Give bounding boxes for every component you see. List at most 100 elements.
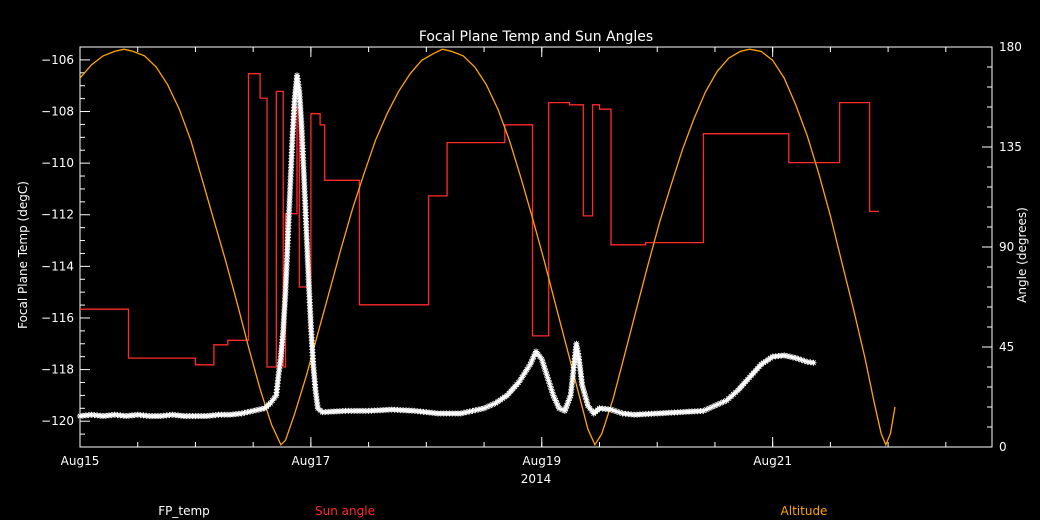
fp-temp-marker xyxy=(760,359,767,366)
fp-temp-marker xyxy=(298,124,305,130)
fp-temp-marker xyxy=(469,407,476,414)
fp-temp-marker xyxy=(565,397,572,404)
fp-temp-marker xyxy=(460,409,467,416)
fp-temp-marker xyxy=(297,111,304,118)
fp-temp-marker xyxy=(276,365,283,372)
fp-temp-marker xyxy=(286,192,293,199)
fp-temp-marker xyxy=(556,405,563,412)
fp-temp-marker xyxy=(275,368,282,375)
fp-temp-marker xyxy=(300,166,307,173)
fp-temp-marker xyxy=(781,352,788,359)
fp-temp-marker xyxy=(610,407,617,414)
fp-temp-marker xyxy=(284,252,291,259)
fp-temp-marker xyxy=(267,400,274,407)
fp-temp-marker xyxy=(544,374,551,381)
fp-temp-marker xyxy=(305,270,312,277)
fp-temp-marker xyxy=(304,242,311,249)
x-axis-label: 2014 xyxy=(521,472,552,486)
fp-temp-marker xyxy=(303,224,310,231)
fp-temp-marker xyxy=(294,75,301,82)
fp-temp-marker xyxy=(250,407,257,414)
fp-temp-marker xyxy=(301,194,308,201)
fp-temp-marker xyxy=(244,409,251,416)
fp-temp-marker xyxy=(807,359,814,366)
fp-temp-marker xyxy=(588,407,595,414)
fp-temp-marker xyxy=(288,149,295,156)
fp-temp-marker xyxy=(798,356,805,363)
fp-temp-marker xyxy=(285,228,292,235)
fp-temp-marker xyxy=(298,120,305,127)
fp-temp-marker xyxy=(530,353,537,360)
fp-temp-marker xyxy=(613,408,620,415)
legend-item: FP_temp xyxy=(158,504,210,518)
fp-temp-marker xyxy=(497,397,504,404)
fp-temp-marker xyxy=(300,157,307,164)
fp-temp-marker xyxy=(784,353,791,360)
axis-ticks: Aug15 Aug17 Aug19 Aug21 −106 −108 −110 −112 −114… xyxy=(41,40,1022,468)
fp-temp-marker xyxy=(299,151,306,158)
fp-temp-marker xyxy=(303,233,310,240)
fp-temp-marker xyxy=(283,258,290,265)
fp-temp-marker xyxy=(301,188,308,195)
fp-temp-marker xyxy=(303,221,310,228)
fp-temp-marker xyxy=(574,347,581,354)
fp-temp-marker xyxy=(283,277,290,284)
fp-temp-marker xyxy=(301,176,308,183)
fp-temp-marker xyxy=(289,143,296,150)
fp-temp-marker xyxy=(286,198,293,205)
fp-temp-marker xyxy=(567,389,574,396)
fp-temp-marker xyxy=(584,402,591,409)
fp-temp-marker xyxy=(533,348,539,355)
fp-temp-marker xyxy=(531,351,538,358)
fp-temp-marker xyxy=(284,234,291,241)
fp-temp-marker xyxy=(286,204,293,211)
series-fp-temp xyxy=(77,72,817,420)
fp-temp-marker xyxy=(810,359,817,366)
fp-temp-marker xyxy=(288,161,295,168)
fp-temp-marker xyxy=(527,361,534,368)
fp-temp-marker xyxy=(542,368,549,375)
fp-temp-marker xyxy=(475,406,482,413)
fp-temp-marker xyxy=(562,405,569,412)
x-tick-label: Aug17 xyxy=(292,454,331,468)
fp-temp-marker xyxy=(765,356,772,363)
fp-temp-marker xyxy=(501,393,508,400)
fp-temp-marker xyxy=(463,409,470,416)
fp-temp-marker xyxy=(302,203,309,210)
fp-temp-marker xyxy=(302,218,309,225)
fp-temp-marker xyxy=(283,261,290,268)
plot-border xyxy=(79,46,993,448)
x-tick-label: Aug19 xyxy=(522,454,561,468)
fp-temp-marker xyxy=(286,210,293,217)
fp-temp-marker xyxy=(302,209,309,216)
fp-temp-marker xyxy=(284,240,291,247)
fp-temp-marker xyxy=(241,409,248,416)
fp-temp-marker xyxy=(283,264,290,271)
fp-temp-marker xyxy=(795,355,802,362)
fp-temp-marker xyxy=(285,222,292,229)
fp-temp-marker xyxy=(284,246,291,253)
fp-temp-marker xyxy=(717,400,724,407)
fp-temp-marker xyxy=(540,362,547,369)
fp-temp-marker xyxy=(789,354,796,361)
fp-temp-marker xyxy=(305,267,312,274)
fp-temp-marker xyxy=(483,404,490,410)
fp-temp-marker xyxy=(296,96,303,103)
fp-temp-marker xyxy=(301,179,308,186)
fp-temp-marker xyxy=(284,249,291,256)
fp-temp-marker xyxy=(581,390,588,397)
fp-temp-marker xyxy=(529,356,536,363)
fp-temp-marker xyxy=(481,405,488,412)
fp-temp-marker xyxy=(299,133,306,140)
fp-temp-marker xyxy=(558,406,565,413)
fp-temp-marker xyxy=(570,364,577,371)
fp-temp-marker xyxy=(294,72,301,79)
fp-temp-marker xyxy=(720,398,727,405)
legend-item: Sun angle xyxy=(315,504,375,518)
fp-temp-marker xyxy=(568,383,575,390)
y-left-tick-label: −108 xyxy=(41,105,74,119)
fp-temp-marker xyxy=(287,167,294,174)
legend-item: Altitude xyxy=(781,504,828,518)
fp-temp-marker xyxy=(295,81,302,88)
fp-temp-marker xyxy=(282,283,289,290)
